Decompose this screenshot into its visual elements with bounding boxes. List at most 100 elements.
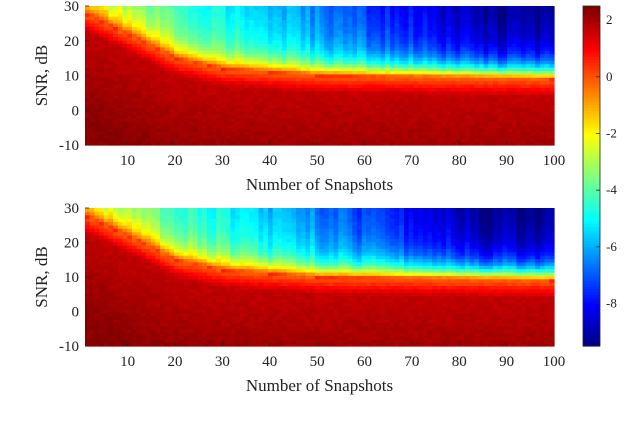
- heatmap-cell: [164, 26, 171, 31]
- heatmap-cell: [417, 43, 424, 48]
- heatmap-cell: [394, 114, 400, 119]
- heatmap-cell: [478, 36, 485, 41]
- heatmap-cell: [216, 138, 222, 143]
- heatmap-cell: [85, 80, 91, 85]
- heatmap-cell: [211, 33, 217, 38]
- heatmap-cell: [150, 275, 156, 280]
- heatmap-cell: [267, 90, 274, 95]
- heatmap-cell: [403, 22, 410, 27]
- heatmap-cell: [150, 131, 156, 136]
- heatmap-cell: [230, 94, 236, 99]
- heatmap-cell: [413, 111, 419, 116]
- heatmap-cell: [249, 50, 255, 55]
- heatmap-cell: [164, 282, 171, 287]
- heatmap-cell: [178, 9, 185, 14]
- heatmap-cell: [169, 329, 175, 334]
- heatmap-cell: [394, 124, 400, 129]
- heatmap-cell: [216, 60, 222, 65]
- heatmap-cell: [197, 107, 203, 112]
- heatmap-cell: [427, 67, 433, 72]
- heatmap-cell: [403, 124, 410, 129]
- heatmap-cell: [136, 39, 142, 44]
- heatmap-cell: [235, 107, 241, 112]
- heatmap-cell: [99, 138, 105, 143]
- heatmap-cell: [89, 224, 95, 229]
- heatmap-cell: [389, 67, 396, 72]
- heatmap-cell: [113, 121, 119, 126]
- heatmap-cell: [94, 248, 100, 253]
- heatmap-cell: [160, 36, 166, 41]
- heatmap-cell: [160, 56, 166, 61]
- heatmap-cell: [99, 114, 105, 119]
- heatmap-cell: [328, 97, 335, 102]
- heatmap-cell: [108, 261, 114, 266]
- heatmap-cell: [155, 251, 161, 256]
- heatmap-cell: [352, 83, 358, 88]
- heatmap-cell: [469, 12, 475, 17]
- heatmap-cell: [286, 141, 292, 146]
- heatmap-cell: [385, 12, 391, 17]
- heatmap-cell: [127, 238, 133, 243]
- heatmap-cell: [230, 111, 236, 116]
- heatmap-cell: [493, 114, 499, 119]
- heatmap-cell: [493, 77, 499, 82]
- heatmap-cell: [464, 73, 471, 78]
- heatmap-cell: [239, 138, 246, 143]
- heatmap-cell: [474, 39, 480, 44]
- heatmap-cell: [230, 114, 236, 119]
- heatmap-cell: [413, 114, 419, 119]
- heatmap-cell: [117, 53, 124, 58]
- heatmap-cell: [103, 292, 110, 297]
- heatmap-cell: [235, 77, 241, 82]
- heatmap-cell: [169, 325, 175, 330]
- heatmap-cell: [122, 251, 128, 256]
- heatmap-cell: [371, 12, 377, 17]
- heatmap-cell: [103, 117, 110, 122]
- heatmap-cell: [525, 36, 532, 41]
- heatmap-cell: [511, 22, 518, 27]
- heatmap-cell: [525, 124, 532, 129]
- heatmap-cell: [296, 104, 302, 109]
- heatmap-cell: [94, 221, 100, 226]
- heatmap-cell: [155, 138, 161, 143]
- heatmap-cell: [450, 43, 457, 48]
- heatmap-cell: [324, 29, 330, 34]
- heatmap-cell: [493, 73, 499, 78]
- heatmap-cell: [497, 138, 504, 143]
- heatmap-cell: [539, 97, 546, 102]
- heatmap-cell: [136, 339, 142, 344]
- heatmap-cell: [155, 117, 161, 122]
- heatmap-cell: [333, 104, 339, 109]
- heatmap-cell: [446, 67, 452, 72]
- heatmap-cell: [521, 12, 527, 17]
- heatmap-cell: [464, 104, 471, 109]
- heatmap-cell: [310, 80, 316, 85]
- heatmap-cell: [206, 134, 213, 139]
- heatmap-cell: [164, 255, 171, 260]
- heatmap-cell: [521, 97, 527, 102]
- heatmap-cell: [239, 80, 246, 85]
- heatmap-cell: [366, 134, 372, 139]
- heatmap-cell: [432, 56, 438, 61]
- heatmap-cell: [178, 258, 185, 263]
- heatmap-cell: [145, 342, 152, 347]
- heatmap-cell: [436, 9, 443, 14]
- heatmap-cell: [164, 19, 171, 24]
- heatmap-cell: [399, 94, 405, 99]
- heatmap-cell: [521, 63, 527, 68]
- heatmap-cell: [300, 87, 307, 92]
- heatmap-cell: [394, 19, 400, 24]
- heatmap-cell: [286, 100, 292, 105]
- heatmap-cell: [385, 111, 391, 116]
- heatmap-cell: [127, 124, 133, 129]
- heatmap-cell: [403, 128, 410, 133]
- heatmap-cell: [385, 100, 391, 105]
- heatmap-cell: [286, 63, 292, 68]
- heatmap-cell: [403, 33, 410, 38]
- heatmap-cell: [249, 36, 255, 41]
- heatmap-cell: [244, 134, 250, 139]
- heatmap-cell: [286, 29, 292, 34]
- heatmap-cell: [539, 138, 546, 143]
- heatmap-cell: [539, 128, 546, 133]
- heatmap-cell: [178, 33, 185, 38]
